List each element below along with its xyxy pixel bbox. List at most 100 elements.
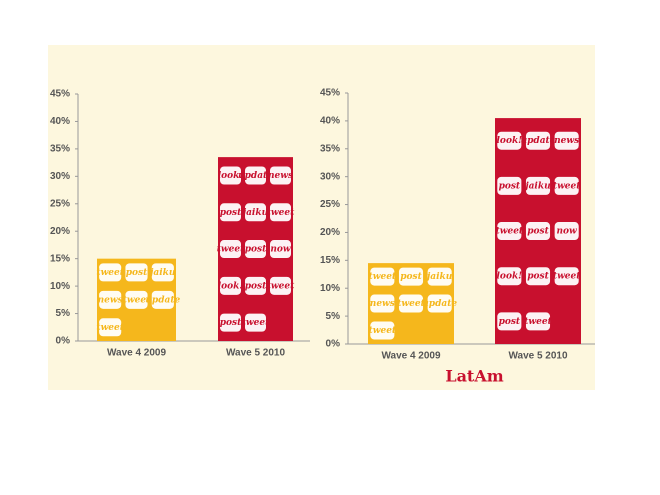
- bubble-word: tweet: [217, 245, 245, 255]
- bubble: [99, 290, 122, 309]
- bubble-word: news: [268, 171, 293, 181]
- bubble-word: look!: [497, 272, 523, 282]
- y-tick-label: 25%: [320, 199, 340, 210]
- x-tick-label: Wave 5 2010: [226, 348, 286, 359]
- x-tick-label: Wave 5 2010: [508, 351, 568, 362]
- bubble-word: tweet: [242, 318, 270, 328]
- bubble: [370, 294, 395, 313]
- y-tick-label: 45%: [320, 88, 340, 99]
- y-tick-label: 30%: [50, 171, 70, 182]
- bubble-word: tweet: [553, 272, 581, 282]
- bubble-word: update: [238, 171, 273, 181]
- bubble: [525, 222, 551, 241]
- bubble: [427, 267, 452, 286]
- bubble: [151, 263, 174, 282]
- y-tick-label: 15%: [50, 253, 70, 264]
- bubble-word: jaiku: [425, 272, 453, 282]
- bubble-word: post: [499, 181, 521, 191]
- bubble: [220, 313, 241, 332]
- bubble: [245, 276, 266, 295]
- bubble-word: post: [220, 318, 242, 328]
- bubble: [270, 203, 291, 222]
- bubble-word: post: [245, 245, 267, 255]
- y-tick-label: 35%: [320, 143, 340, 154]
- bubble-word: news: [98, 295, 123, 305]
- bubble-word: update: [521, 136, 556, 146]
- bubble: [270, 276, 291, 295]
- y-tick-label: 40%: [320, 116, 340, 127]
- bubble-word: look!: [218, 171, 244, 181]
- x-tick-label: Wave 4 2009: [381, 351, 441, 362]
- bubble: [497, 267, 522, 286]
- y-tick-label: 40%: [50, 116, 70, 127]
- bubble: [151, 290, 174, 309]
- bubble: [554, 222, 579, 241]
- chart-label: LatAm: [445, 367, 503, 386]
- bubble: [370, 267, 395, 286]
- bubble-word: tweet: [553, 181, 581, 191]
- bubble-word: tweet: [267, 208, 295, 218]
- y-tick-label: 10%: [320, 283, 340, 294]
- bubble: [398, 294, 424, 313]
- bubble-word: post: [499, 317, 521, 327]
- bubble-word: now: [557, 227, 578, 237]
- bubble: [525, 312, 551, 331]
- bubble-word: jaiku: [523, 181, 551, 191]
- y-tick-label: 25%: [50, 198, 70, 209]
- y-tick-label: 5%: [56, 308, 71, 319]
- y-tick-label: 30%: [320, 171, 340, 182]
- bubble: [398, 267, 424, 286]
- y-tick-label: 15%: [320, 255, 340, 266]
- bubble-word: jaiku: [148, 268, 176, 278]
- y-tick-label: 5%: [326, 311, 341, 322]
- y-tick-label: 45%: [50, 89, 70, 100]
- bubble-word: post: [527, 272, 549, 282]
- bubble-word: tweet: [267, 281, 295, 291]
- bubble: [125, 263, 148, 282]
- bubble-word: post: [126, 268, 148, 278]
- bubble: [554, 176, 579, 195]
- bubble-word: post: [400, 272, 422, 282]
- bubble-word: tweet: [496, 227, 524, 237]
- bubble: [525, 131, 551, 150]
- bubble: [370, 321, 395, 340]
- bubble-word: post: [527, 227, 549, 237]
- bubble: [245, 166, 266, 185]
- bubble: [220, 166, 241, 185]
- bubble: [497, 222, 522, 241]
- bubble-word: tweet: [397, 299, 425, 309]
- bubble: [554, 131, 579, 150]
- bubble: [525, 176, 551, 195]
- bubble: [245, 240, 266, 259]
- bubble-word: jaiku: [241, 208, 269, 218]
- bubble-word: update: [145, 295, 180, 305]
- bubble: [497, 131, 522, 150]
- bubble: [554, 267, 579, 286]
- bubble: [427, 294, 452, 313]
- bubble-word: look!: [497, 136, 523, 146]
- y-tick-label: 35%: [50, 144, 70, 155]
- bubble-word: news: [370, 299, 395, 309]
- bubble: [270, 166, 291, 185]
- bubble: [99, 263, 122, 282]
- bubble-word: tweet: [369, 326, 397, 336]
- bubble-word: tweet: [96, 323, 124, 333]
- bubble: [99, 318, 122, 337]
- bubble-word: tweet: [123, 295, 151, 305]
- bubble-word: news: [554, 136, 579, 146]
- bubble: [220, 276, 241, 295]
- bubble: [125, 290, 148, 309]
- bubble-word: tweet: [96, 268, 124, 278]
- x-tick-label: Wave 4 2009: [107, 348, 167, 359]
- bubble-word: post: [245, 281, 267, 291]
- bubble-word: look!: [218, 281, 244, 291]
- y-tick-label: 20%: [50, 226, 70, 237]
- bubble-word: post: [220, 208, 242, 218]
- bubble: [497, 312, 522, 331]
- bubble: [497, 176, 522, 195]
- bubble: [245, 313, 266, 332]
- y-tick-label: 10%: [50, 281, 70, 292]
- y-tick-label: 20%: [320, 227, 340, 238]
- bubble-word: tweet: [369, 272, 397, 282]
